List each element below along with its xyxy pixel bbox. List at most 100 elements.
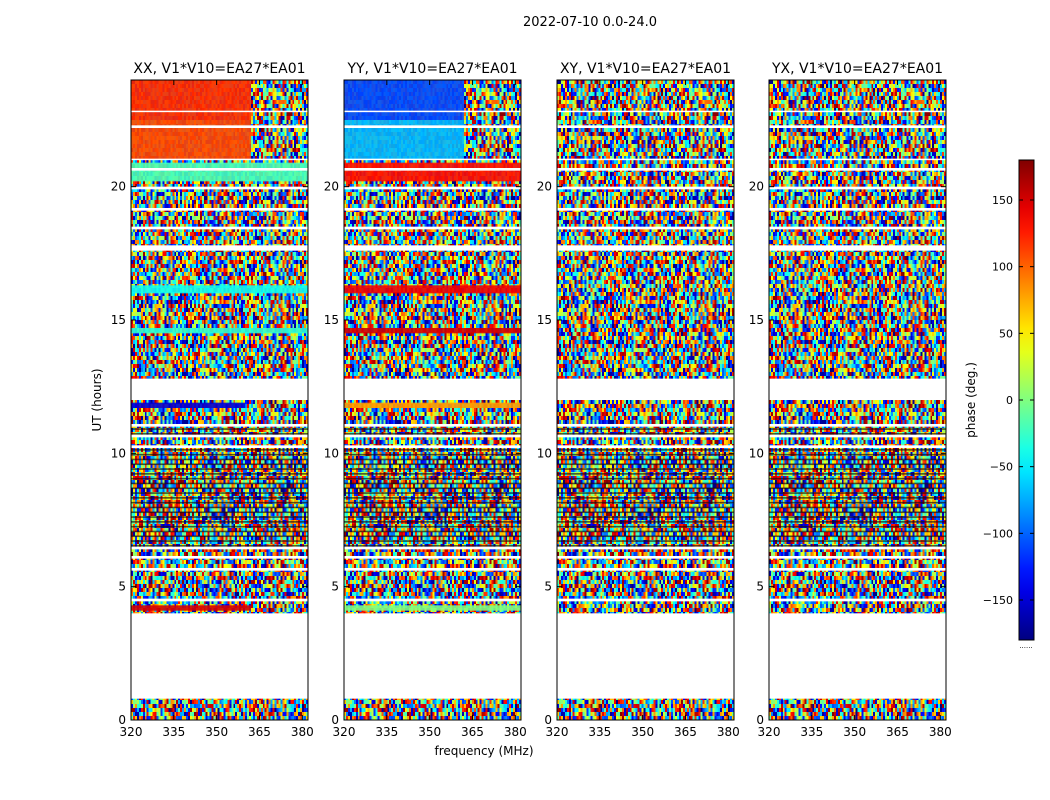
panel-title: XY, V1*V10=EA27*EA01 — [560, 61, 731, 77]
y-tick-label: 15 — [324, 313, 339, 327]
flagged-gap — [557, 158, 734, 161]
flagged-gap — [557, 568, 734, 571]
y-tick-label: 15 — [537, 313, 552, 327]
dense-stripe — [557, 487, 734, 490]
dense-stripe — [344, 525, 521, 528]
dense-stripe — [131, 521, 308, 523]
dense-stripe — [557, 511, 734, 514]
flagged-gap — [344, 568, 521, 571]
phase-band — [131, 402, 246, 408]
flagged-gap — [131, 208, 308, 211]
phase-band — [344, 328, 521, 334]
dense-stripe — [344, 516, 521, 518]
y-tick-label: 0 — [118, 713, 126, 727]
dense-stripe — [557, 492, 734, 494]
y-tick-label: 15 — [111, 313, 126, 327]
y-axis-label: UT (hours) — [90, 368, 104, 431]
flagged-gap — [557, 168, 734, 171]
dense-stripe — [344, 449, 521, 451]
colorbar: 150 100 50 0 −50 −100 −150 — [983, 159, 1035, 641]
dense-stripe — [344, 458, 521, 461]
panel-frame — [343, 79, 522, 721]
dense-stripe — [344, 511, 521, 514]
flagged-gap — [131, 445, 308, 448]
dense-stripe — [344, 482, 521, 485]
flagged-gap — [769, 556, 946, 559]
y-tick-label: 0 — [544, 713, 552, 727]
figure-title: 2022-07-10 0.0-24.0 — [523, 15, 657, 30]
dense-stripe — [769, 473, 946, 475]
flagged-gap — [131, 168, 308, 171]
dense-stripe — [557, 458, 734, 461]
flagged-gap — [344, 546, 521, 550]
phase-band — [131, 328, 308, 334]
flagged-gap — [557, 226, 734, 230]
dense-stripe — [344, 492, 521, 494]
flagged-gap — [131, 598, 308, 602]
dense-stripe — [131, 525, 308, 528]
dense-stripe — [131, 458, 308, 461]
dense-stripe — [769, 487, 946, 490]
dense-stripe — [557, 545, 734, 547]
flagged-gap — [344, 226, 521, 230]
flagged-gap — [769, 245, 946, 251]
y-tick-label: 5 — [756, 580, 764, 594]
flagged-gap — [344, 613, 521, 699]
flagged-gap — [769, 226, 946, 230]
dense-stripe — [131, 433, 308, 435]
x-tick-label: 365 — [886, 725, 909, 739]
dense-stripe — [557, 516, 734, 518]
dense-stripe — [131, 535, 308, 538]
x-tick-label: 365 — [674, 725, 697, 739]
y-tick-label: 15 — [749, 313, 764, 327]
dense-stripe — [769, 497, 946, 499]
dense-stripe — [769, 463, 946, 466]
flagged-gap — [557, 556, 734, 559]
y-tick-label: 20 — [111, 180, 126, 194]
flagged-gap — [769, 168, 946, 171]
panel-2: XY, V1*V10=EA27*EA01 320 335 350 365 380 0 5 10 1… — [537, 61, 740, 739]
flagged-gap — [769, 208, 946, 211]
x-tick-label: 335 — [162, 725, 185, 739]
x-tick-label: 350 — [843, 725, 866, 739]
colorbar-tick-label: 0 — [1006, 394, 1013, 407]
flagged-gap — [131, 378, 308, 400]
x-tick-label: 350 — [205, 725, 228, 739]
dense-stripe — [131, 473, 308, 475]
phase-band — [131, 285, 308, 294]
dense-stripe — [769, 525, 946, 528]
dense-stripe — [131, 428, 308, 430]
flagged-gap — [131, 158, 308, 161]
dense-stripe — [344, 468, 521, 470]
dense-stripe — [769, 428, 946, 430]
dense-stripe — [131, 501, 308, 504]
dense-stripe — [769, 516, 946, 518]
panel-heatmap — [557, 80, 734, 720]
dense-stripe — [131, 506, 308, 509]
x-tick-label: 320 — [120, 725, 143, 739]
flagged-gap — [131, 546, 308, 550]
y-tick-label: 5 — [544, 580, 552, 594]
y-tick-label: 5 — [118, 580, 126, 594]
dense-stripe — [769, 458, 946, 461]
dense-stripe — [557, 473, 734, 475]
flagged-gap — [131, 226, 308, 230]
dense-stripe — [769, 501, 946, 504]
x-tick-label: 350 — [631, 725, 654, 739]
phase-band — [344, 285, 521, 294]
phase-band — [344, 80, 464, 120]
panels: XX, V1*V10=EA27*EA01 320 335 350 365 380 0 5 10 1… — [111, 61, 952, 739]
dense-stripe — [557, 521, 734, 523]
dense-stripe — [131, 453, 308, 456]
colorbar-tick-label: −50 — [990, 461, 1013, 474]
flagged-gap — [557, 445, 734, 448]
colorbar-tick-label: 50 — [999, 327, 1013, 340]
flagged-gap — [769, 158, 946, 161]
flagged-gap — [344, 168, 521, 171]
y-tick-label: 0 — [756, 713, 764, 727]
panel-0: XX, V1*V10=EA27*EA01 320 335 350 365 380 0 5 10 1… — [111, 61, 314, 739]
flagged-gap — [769, 445, 946, 448]
flagged-gap — [557, 208, 734, 211]
dense-stripe — [557, 463, 734, 466]
phase-band — [344, 402, 521, 408]
